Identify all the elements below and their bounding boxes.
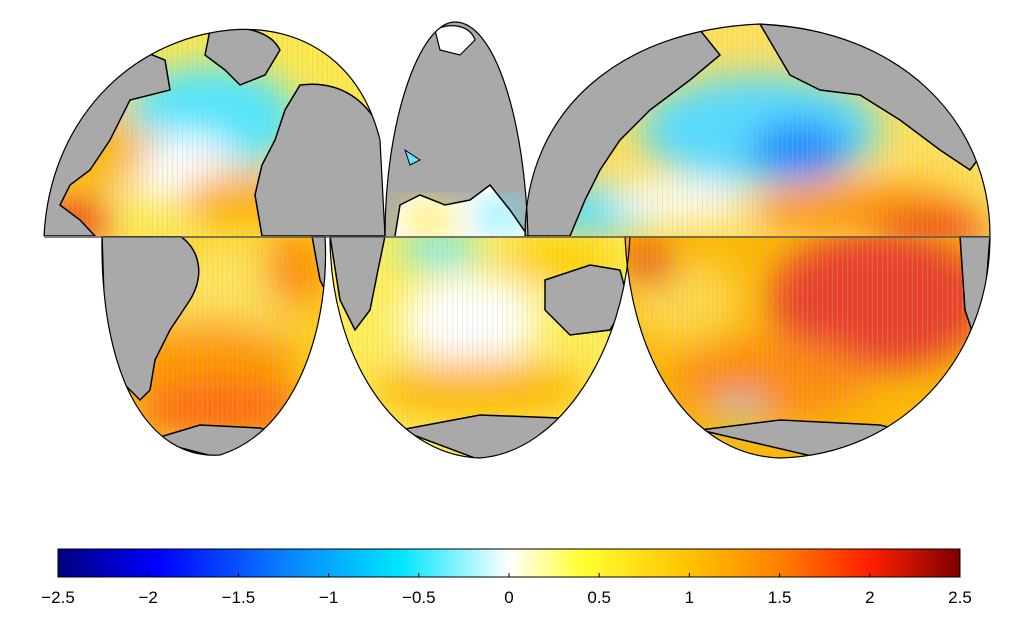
greenland-land [204, 29, 281, 86]
colorbar-tick-label: −1 [319, 588, 338, 607]
colorbar-ticks: −2.5 −2 −1.5 −1 −0.5 0 0.5 1 1.5 2 2.5 [41, 573, 972, 607]
pacific-south-lobe [625, 236, 990, 458]
colorbar-tick-label: 2 [865, 588, 874, 607]
pacific-north-lobe [525, 24, 990, 236]
colorbar-tick-label: 1 [685, 588, 694, 607]
colorbar-gradient [57, 548, 961, 578]
colorbar-tick-label: 2.5 [948, 588, 972, 607]
lobe-outlines [43, 21, 991, 459]
colorbar-tick-label: 0 [504, 588, 513, 607]
atlantic-south-lobe [101, 236, 326, 456]
colorbar-tick-label: 1.5 [768, 588, 792, 607]
antarctica-land-pacific [699, 419, 941, 458]
colorbar-tick-label: 0.5 [587, 588, 611, 607]
africa-east-land [330, 236, 386, 332]
atlantic-north-lobe [44, 29, 385, 237]
south-america-land [101, 236, 200, 402]
indian-south-lobe [330, 236, 630, 458]
colorbar-tick-label: −2.5 [41, 588, 75, 607]
indian-north-lobe [385, 22, 528, 236]
colorbar-tick-label: −2 [139, 588, 158, 607]
colorbar-tick-label: −0.5 [402, 588, 436, 607]
colorbar: −2.5 −2 −1.5 −1 −0.5 0 0.5 1 1.5 2 2.5 [41, 548, 972, 607]
colorbar-tick-label: −1.5 [222, 588, 256, 607]
